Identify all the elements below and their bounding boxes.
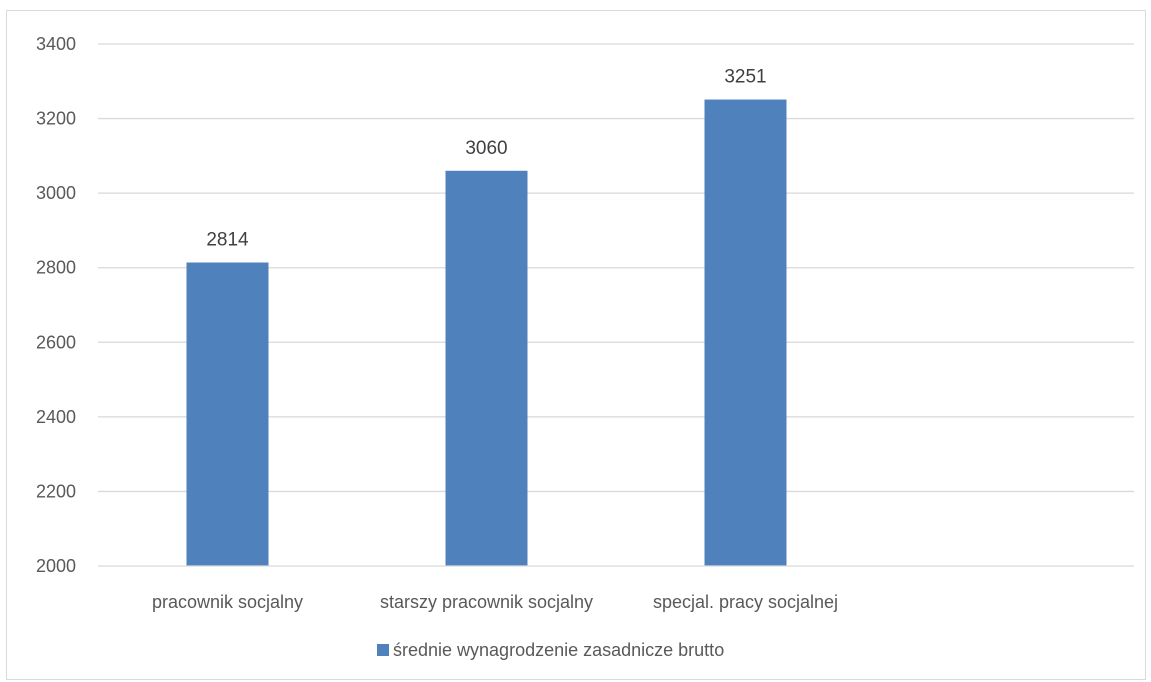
y-tick-label: 3400 (36, 34, 76, 54)
y-tick-label: 2800 (36, 258, 76, 278)
x-tick-label: specjal. pracy socjalnej (653, 592, 838, 612)
y-tick-label: 3000 (36, 183, 76, 203)
x-tick-label: pracownik socjalny (152, 592, 303, 612)
y-tick-label: 2600 (36, 332, 76, 352)
y-tick-label: 2200 (36, 481, 76, 501)
y-tick-label: 3200 (36, 109, 76, 129)
data-labels: 2814 3060 3251 (206, 67, 766, 251)
legend-swatch (377, 644, 389, 656)
gridlines (98, 43, 1134, 493)
bar[interactable] (704, 99, 787, 566)
bar[interactable] (445, 170, 528, 566)
x-tick-label: starszy pracownik socjalny (380, 592, 593, 612)
legend-label: średnie wynagrodzenie zasadnicze brutto (393, 640, 724, 660)
bar[interactable] (186, 262, 269, 566)
data-label: 2814 (206, 229, 249, 250)
data-label: 3251 (724, 67, 766, 88)
y-tick-label: 2400 (36, 407, 76, 427)
legend[interactable]: średnie wynagrodzenie zasadnicze brutto (377, 640, 724, 660)
bars (186, 99, 787, 566)
y-tick-label: 2000 (36, 556, 76, 576)
y-axis-tick-labels: 2000 2200 2400 2600 2800 3000 3200 3400 (36, 34, 76, 576)
data-label: 3060 (465, 138, 507, 159)
x-axis-tick-labels: pracownik socjalny starszy pracownik socj… (152, 592, 838, 612)
